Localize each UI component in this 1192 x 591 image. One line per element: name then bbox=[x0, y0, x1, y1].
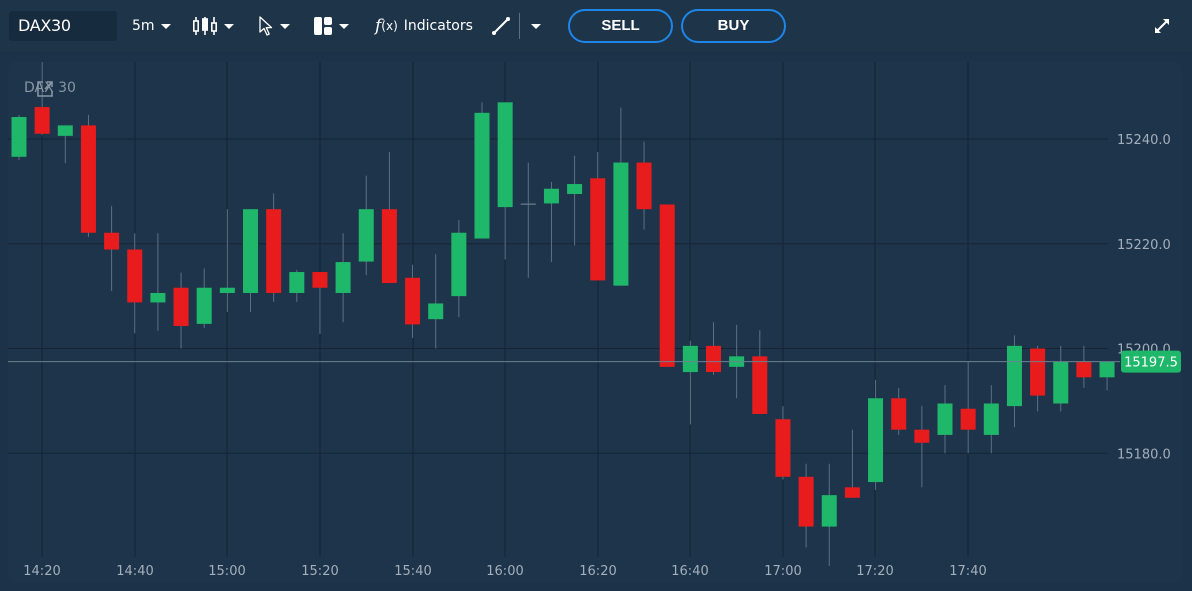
chevron-down-icon bbox=[531, 23, 541, 29]
candle-up[interactable] bbox=[196, 287, 212, 324]
top-toolbar: DAX30 5m f (x) Indicators bbox=[0, 0, 1192, 52]
candle-up[interactable] bbox=[682, 345, 698, 373]
x-axis-label: 15:20 bbox=[301, 564, 338, 579]
fullscreen-icon bbox=[1155, 19, 1169, 33]
candle-up[interactable] bbox=[497, 102, 513, 208]
current-price-tag bbox=[1121, 350, 1181, 373]
candle-up[interactable] bbox=[1006, 345, 1022, 407]
candle-down[interactable] bbox=[1076, 361, 1092, 378]
candle-down[interactable] bbox=[34, 107, 50, 134]
legend-title: DAX 30 bbox=[24, 80, 76, 96]
indicators-button[interactable]: f (x) Indicators bbox=[375, 11, 473, 41]
interval-label: 5m bbox=[132, 18, 155, 34]
candle-down[interactable] bbox=[104, 232, 120, 250]
candle-up[interactable] bbox=[567, 184, 583, 194]
cursor-icon bbox=[259, 16, 273, 36]
candle-down[interactable] bbox=[381, 209, 397, 284]
chevron-down-icon bbox=[160, 23, 171, 29]
draw-tool-button[interactable] bbox=[491, 11, 511, 41]
x-axis-label: 14:40 bbox=[116, 564, 153, 579]
x-axis-label: 17:40 bbox=[949, 564, 986, 579]
candle-up[interactable] bbox=[451, 232, 467, 297]
candle-down[interactable] bbox=[914, 429, 930, 443]
chevron-down-icon bbox=[339, 23, 349, 29]
candle-up[interactable] bbox=[335, 262, 351, 293]
chart-panel[interactable]: 15240.0 15220.0 15200.0 15180.0 14:20 14:40 15… bbox=[8, 62, 1182, 583]
current-price-label: 15197.5 bbox=[1124, 356, 1178, 371]
draw-line-icon bbox=[492, 17, 510, 35]
x-axis-label: 16:20 bbox=[579, 564, 616, 579]
candle-down[interactable] bbox=[706, 345, 721, 373]
candle-down[interactable] bbox=[798, 476, 814, 527]
candle-down[interactable] bbox=[80, 125, 96, 233]
chevron-down-icon bbox=[224, 23, 234, 29]
candle-down[interactable] bbox=[266, 209, 282, 293]
candle-up[interactable] bbox=[243, 209, 258, 293]
indicators-label: Indicators bbox=[403, 18, 473, 34]
candle-up[interactable] bbox=[11, 117, 27, 157]
toolbar-divider bbox=[519, 13, 520, 39]
candle-up[interactable] bbox=[543, 188, 559, 204]
x-axis-label: 17:20 bbox=[856, 564, 893, 579]
candle-up[interactable] bbox=[937, 403, 953, 435]
candle-up[interactable] bbox=[1099, 361, 1115, 378]
y-axis-label: 15180.0 bbox=[1117, 447, 1171, 462]
candle-down[interactable] bbox=[173, 287, 189, 326]
candle-down[interactable] bbox=[775, 419, 791, 477]
candle-down[interactable] bbox=[891, 398, 907, 430]
candle-up[interactable] bbox=[1053, 361, 1069, 404]
draw-tool-dropdown[interactable] bbox=[525, 11, 541, 41]
candle-down[interactable] bbox=[960, 408, 976, 430]
candle-down[interactable] bbox=[1030, 348, 1046, 396]
candle-up[interactable] bbox=[983, 403, 999, 435]
candle-down[interactable] bbox=[636, 162, 652, 210]
candle-down[interactable] bbox=[590, 178, 606, 281]
candle-down[interactable] bbox=[844, 487, 860, 498]
candle-up[interactable] bbox=[219, 287, 235, 293]
chart-legend: DAX 30 bbox=[24, 80, 76, 98]
x-axis-label: 17:00 bbox=[764, 564, 801, 579]
sell-button[interactable]: SELL bbox=[568, 9, 673, 43]
candle-up[interactable] bbox=[358, 209, 374, 262]
layout-dropdown[interactable] bbox=[313, 11, 349, 41]
candle-up[interactable] bbox=[150, 292, 166, 303]
symbol-input[interactable]: DAX30 bbox=[9, 11, 117, 41]
buy-button[interactable]: BUY bbox=[681, 9, 786, 43]
candle-up[interactable] bbox=[289, 272, 305, 293]
candle-up[interactable] bbox=[868, 398, 884, 483]
y-axis-label: 15220.0 bbox=[1117, 238, 1171, 253]
candle-down[interactable] bbox=[659, 204, 675, 367]
chevron-down-icon bbox=[280, 23, 290, 29]
candle-up[interactable] bbox=[474, 112, 490, 239]
x-axis-label: 16:40 bbox=[671, 564, 708, 579]
interval-dropdown[interactable]: 5m bbox=[132, 11, 171, 41]
x-axis-label: 15:40 bbox=[394, 564, 431, 579]
x-axis-label: 15:00 bbox=[208, 564, 245, 579]
cursor-dropdown[interactable] bbox=[258, 11, 290, 41]
candle-down[interactable] bbox=[312, 272, 328, 288]
function-icon-parens: (x) bbox=[381, 19, 398, 33]
candle-down[interactable] bbox=[405, 277, 421, 325]
x-axis-label: 16:00 bbox=[486, 564, 523, 579]
layout-icon bbox=[314, 17, 332, 35]
candle-down[interactable] bbox=[752, 356, 768, 414]
candle-up[interactable] bbox=[428, 303, 444, 320]
candlestick-icon bbox=[192, 17, 217, 35]
candle-up[interactable] bbox=[613, 162, 629, 286]
function-icon: f bbox=[375, 16, 382, 36]
fullscreen-button[interactable] bbox=[1153, 11, 1171, 41]
candle-up[interactable] bbox=[520, 203, 536, 205]
candle-up[interactable] bbox=[57, 125, 73, 136]
candle-up[interactable] bbox=[821, 495, 837, 527]
chart-type-dropdown[interactable] bbox=[192, 11, 234, 41]
candle-down[interactable] bbox=[127, 249, 143, 303]
popout-icon[interactable] bbox=[36, 80, 54, 98]
y-axis-label: 15240.0 bbox=[1117, 133, 1171, 148]
x-axis-label: 14:20 bbox=[23, 564, 60, 579]
